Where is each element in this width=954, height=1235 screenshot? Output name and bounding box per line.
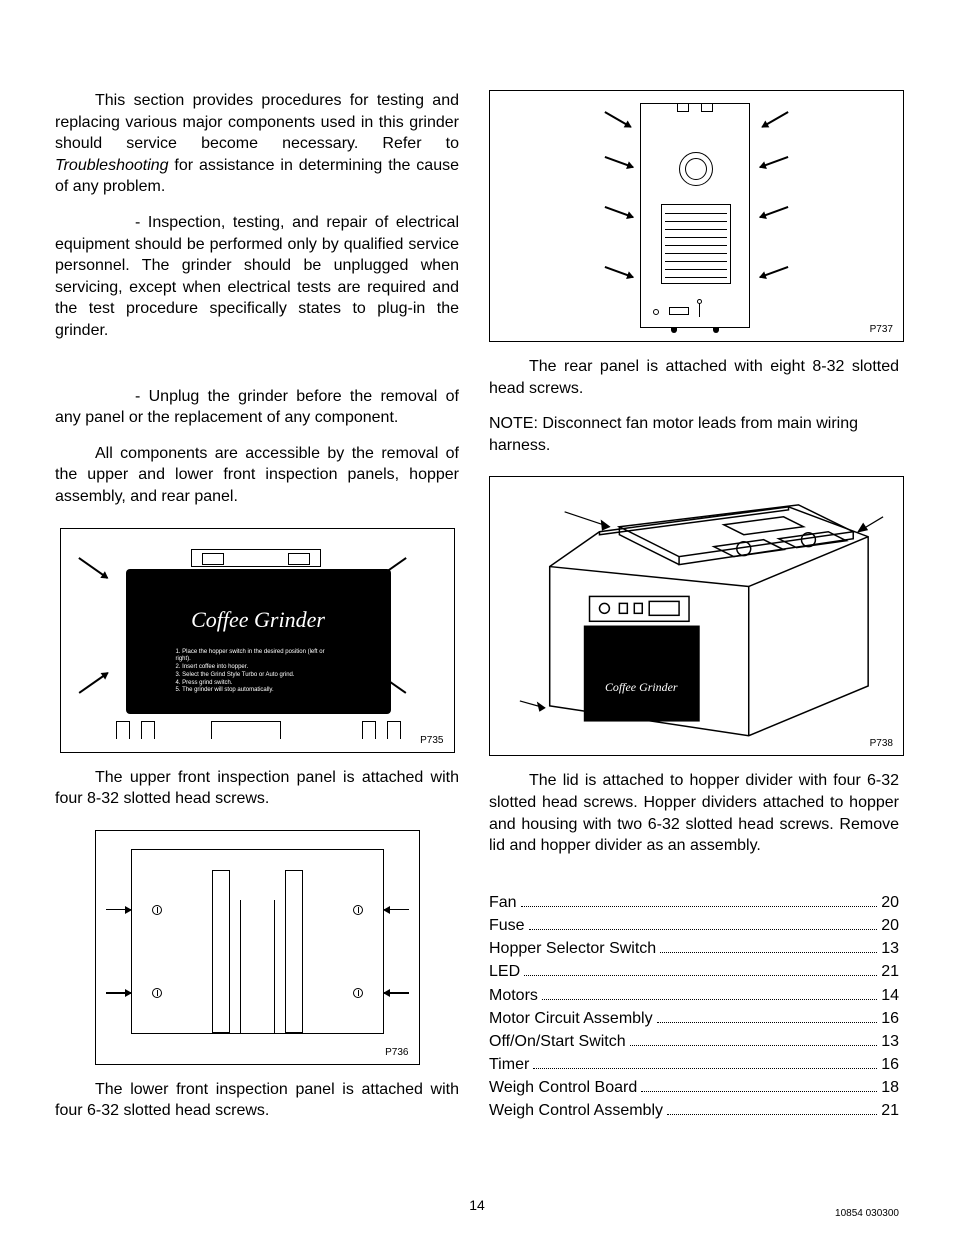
contents-label: LED <box>489 960 520 983</box>
fig738-label: P738 <box>870 738 893 749</box>
page-columns: This section provides procedures for tes… <box>55 90 899 1136</box>
contents-row: Motor Circuit Assembly 16 <box>489 1007 899 1030</box>
contents-label: Off/On/Start Switch <box>489 1030 626 1053</box>
contents-label: Weigh Control Assembly <box>489 1099 663 1122</box>
lid-text: The lid is attached to hopper divider wi… <box>489 770 899 856</box>
contents-label: Motors <box>489 984 538 1007</box>
contents-page: 20 <box>881 891 899 914</box>
lower-panel-text: The lower front inspection panel is atta… <box>55 1079 459 1122</box>
contents-label: Fan <box>489 891 517 914</box>
warning-2: - Unplug the grinder before the removal … <box>55 386 459 429</box>
svg-text:Coffee Grinder: Coffee Grinder <box>605 680 678 694</box>
contents-label: Motor Circuit Assembly <box>489 1007 653 1030</box>
fig735-title: Coffee Grinder <box>126 607 391 633</box>
figure-p735: Coffee Grinder 1. Place the hopper switc… <box>60 528 455 753</box>
contents-label: Hopper Selector Switch <box>489 937 656 960</box>
contents-label: Timer <box>489 1053 529 1076</box>
figure-p738: Coffee Grinder <box>489 476 904 756</box>
fig735-label: P735 <box>420 735 443 746</box>
warning-1: - Inspection, testing, and repair of ele… <box>55 212 459 342</box>
contents-label: Fuse <box>489 914 525 937</box>
intro-paragraph: This section provides procedures for tes… <box>55 90 459 198</box>
contents-page: 21 <box>881 960 899 983</box>
contents-page: 20 <box>881 914 899 937</box>
intro-italic: Troubleshooting <box>55 157 169 174</box>
rear-panel-text: The rear panel is attached with eight 8-… <box>489 356 899 399</box>
fig738-svg: Coffee Grinder <box>490 477 903 756</box>
contents-page: 13 <box>881 937 899 960</box>
contents-row: Weigh Control Board 18 <box>489 1076 899 1099</box>
accessible-paragraph: All components are accessible by the rem… <box>55 443 459 508</box>
intro-text: This section provides procedures for tes… <box>55 92 459 152</box>
contents-row: Fuse 20 <box>489 914 899 937</box>
figure-p737: P737 <box>489 90 904 342</box>
document-code: 10854 030300 <box>835 1208 899 1219</box>
contents-page: 18 <box>881 1076 899 1099</box>
contents-label: Weigh Control Board <box>489 1076 637 1099</box>
contents-page: 13 <box>881 1030 899 1053</box>
left-column: This section provides procedures for tes… <box>55 90 459 1136</box>
upper-panel-text: The upper front inspection panel is atta… <box>55 767 459 810</box>
fig736-label: P736 <box>385 1047 408 1058</box>
contents-row: LED 21 <box>489 960 899 983</box>
contents-row: Weigh Control Assembly 21 <box>489 1099 899 1122</box>
fig737-label: P737 <box>870 324 893 335</box>
contents-row: Fan 20 <box>489 891 899 914</box>
contents-page: 14 <box>881 984 899 1007</box>
contents-row: Motors 14 <box>489 984 899 1007</box>
figure-p736: P736 <box>95 830 420 1065</box>
contents-page: 16 <box>881 1053 899 1076</box>
contents-page: 21 <box>881 1099 899 1122</box>
contents-list: Fan 20 Fuse 20 Hopper Selector Switch 13 LE… <box>489 891 899 1123</box>
right-column: P737 The rear panel is attached with eig… <box>489 90 899 1136</box>
page-number: 14 <box>0 1197 954 1213</box>
contents-row: Off/On/Start Switch 13 <box>489 1030 899 1053</box>
contents-row: Timer 16 <box>489 1053 899 1076</box>
contents-page: 16 <box>881 1007 899 1030</box>
note-text: NOTE: Disconnect fan motor leads from ma… <box>489 413 899 456</box>
contents-row: Hopper Selector Switch 13 <box>489 937 899 960</box>
